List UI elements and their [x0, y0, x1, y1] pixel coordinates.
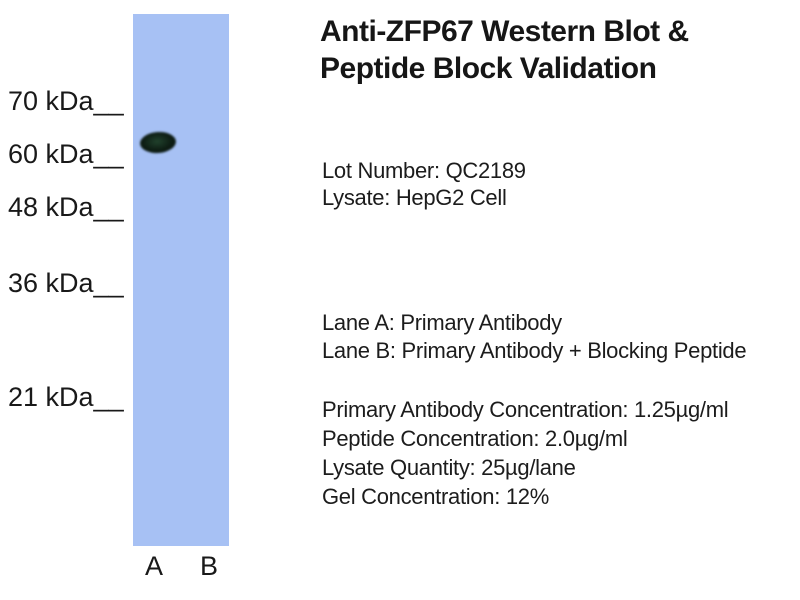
lysate-text: Lysate: HepG2 Cell — [322, 185, 507, 210]
lot-number-text: Lot Number: QC2189 — [322, 158, 526, 183]
gel-concentration-text: Gel Concentration: 12% — [322, 484, 549, 509]
lane-a-description: Lane A: Primary Antibody — [322, 310, 562, 335]
mw-marker-70kda: 70 kDa__ — [8, 86, 124, 116]
mw-marker-36kda: 36 kDa__ — [8, 268, 124, 298]
lane-a-label: A — [145, 551, 164, 581]
lane-b-description: Lane B: Primary Antibody + Blocking Pept… — [322, 338, 747, 363]
lane-b-label: B — [200, 551, 219, 581]
mw-marker-60kda: 60 kDa__ — [8, 139, 124, 169]
peptide-concentration-text: Peptide Concentration: 2.0µg/ml — [322, 426, 628, 451]
lot-lysate-block: Lot Number: QC2189 Lysate: HepG2 Cell — [322, 157, 526, 211]
primary-antibody-concentration-text: Primary Antibody Concentration: 1.25µg/m… — [322, 397, 729, 422]
figure-title-line2: Peptide Block Validation — [320, 52, 657, 85]
figure-title: Anti-ZFP67 Western Blot & Peptide Block … — [320, 13, 689, 87]
mw-marker-48kda: 48 kDa__ — [8, 192, 124, 222]
lane-descriptions-block: Lane A: Primary Antibody Lane B: Primary… — [322, 309, 747, 365]
conditions-block: Primary Antibody Concentration: 1.25µg/m… — [322, 395, 729, 511]
figure-title-line1: Anti-ZFP67 Western Blot & — [320, 15, 689, 48]
gel-lane-strip — [133, 14, 229, 546]
lysate-quantity-text: Lysate Quantity: 25µg/lane — [322, 455, 576, 480]
mw-marker-21kda: 21 kDa__ — [8, 382, 124, 412]
